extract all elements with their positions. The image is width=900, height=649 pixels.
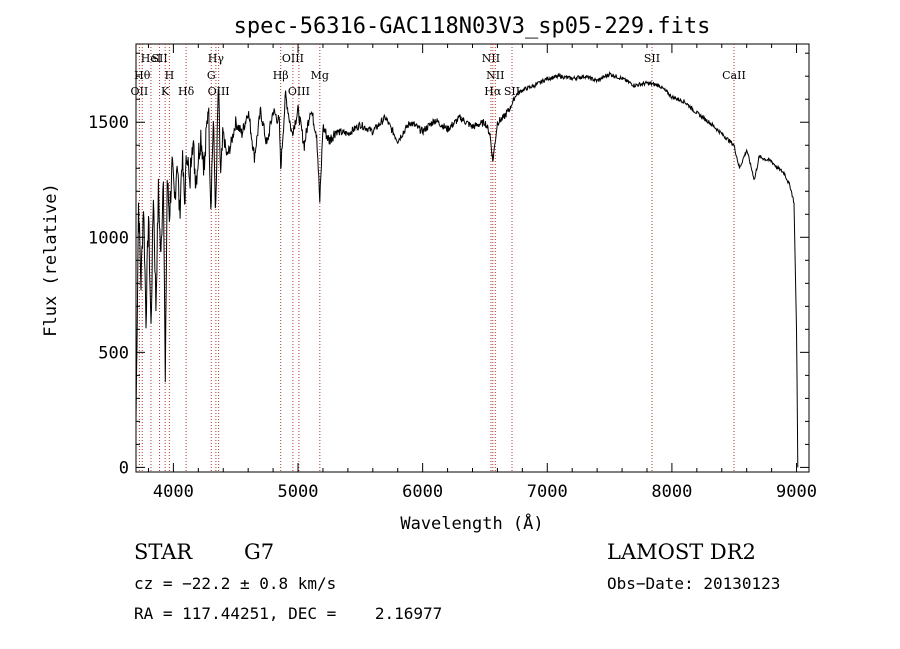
x-tick-label: 5000 <box>278 482 319 502</box>
line-marker-label: OII <box>131 85 149 98</box>
object-subclass: G7 <box>244 540 275 564</box>
obs-date-text: Obs−Date: 20130123 <box>607 574 781 593</box>
line-marker-label: OIII <box>288 85 310 98</box>
line-marker-label: Hγ <box>208 52 225 65</box>
x-tick-label: 6000 <box>402 482 443 502</box>
x-axis-label: Wavelength (Å) <box>400 512 543 534</box>
line-marker-label: SII <box>151 52 167 65</box>
chart-title: spec-56316-GAC118N03V3_sp05-229.fits <box>234 14 711 39</box>
survey-label: LAMOST DR2 <box>607 540 756 564</box>
axis-ticks: 4000 5000 6000 7000 8000 9000 0 500 1000 1500 <box>88 44 817 502</box>
object-class: STAR <box>134 540 193 564</box>
y-tick-label: 1500 <box>88 113 129 133</box>
line-marker-label: NII <box>482 52 500 65</box>
line-marker-label: K <box>161 85 170 98</box>
line-marker-label: SII <box>504 85 520 98</box>
y-axis-label: Flux (relative) <box>41 183 61 337</box>
x-tick-label: 4000 <box>153 482 194 502</box>
line-marker-label: H <box>165 69 175 82</box>
line-marker-label: NII <box>486 69 504 82</box>
line-marker-label: SII <box>644 52 660 65</box>
x-tick-label: 7000 <box>527 482 568 502</box>
y-tick-label: 0 <box>119 458 129 478</box>
line-marker-label: HeI <box>141 52 161 65</box>
line-marker-label: Hδ <box>178 85 195 98</box>
plot-frame <box>135 43 810 473</box>
line-marker-label: CaII <box>722 69 746 82</box>
y-tick-label: 500 <box>98 343 129 363</box>
line-marker-label: Hθ <box>134 69 151 82</box>
line-marker-label: Hα <box>484 85 502 98</box>
series-layer <box>135 70 799 468</box>
coordinates-text: RA = 117.44251, DEC = 2.16977 <box>134 604 443 623</box>
x-tick-label: 9000 <box>776 482 817 502</box>
line-marker-label: Hβ <box>273 69 289 82</box>
x-tick-label: 8000 <box>651 482 692 502</box>
spectrum-series-line <box>135 70 799 468</box>
line-marker-label: Mg <box>311 69 329 82</box>
y-tick-label: 1000 <box>88 228 129 248</box>
spectral-line-markers: OIIHθHeISIIKHHδGHγOIIIHβOIIIOIIIMgNIIHαN… <box>131 44 746 472</box>
redshift-text: cz = −22.2 ± 0.8 km/s <box>134 574 337 593</box>
line-marker-label: G <box>207 69 216 82</box>
line-marker-label: OIII <box>282 52 304 65</box>
